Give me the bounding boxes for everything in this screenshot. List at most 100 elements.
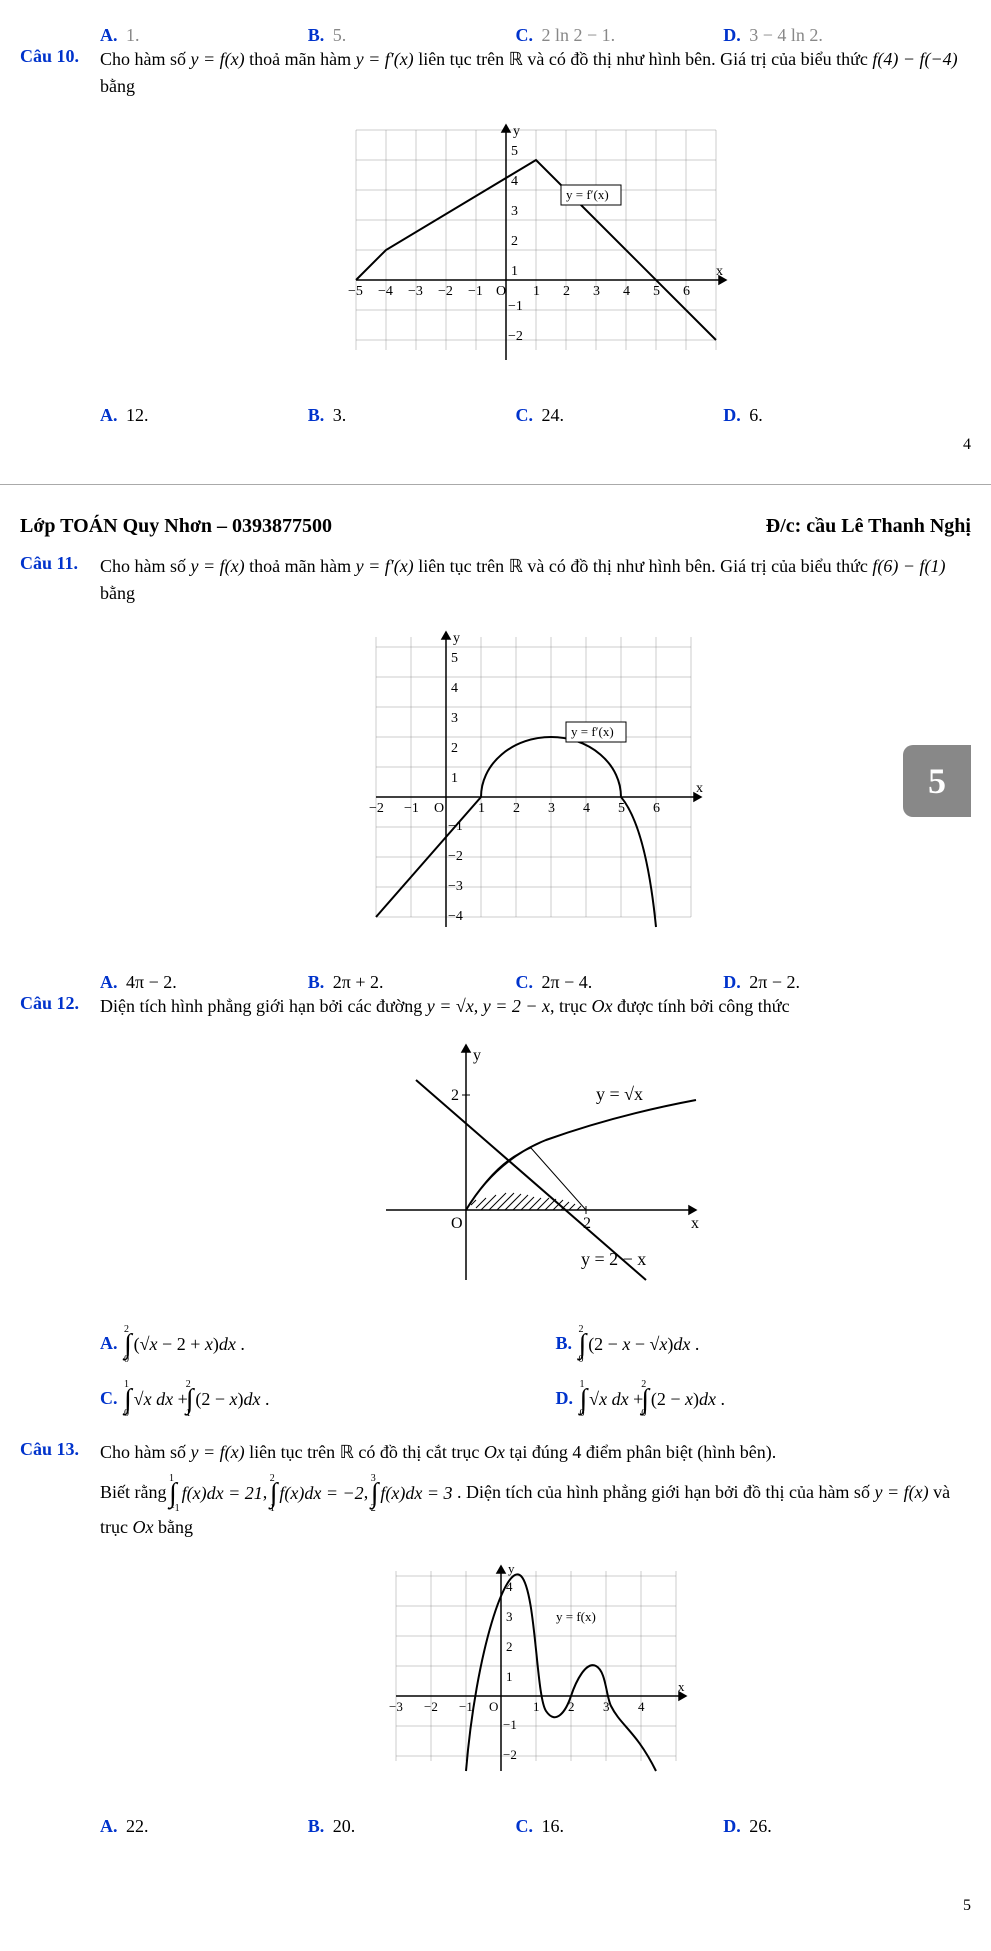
q10-ans-b: B. 3.: [308, 405, 516, 426]
svg-text:−4: −4: [448, 909, 463, 924]
svg-text:O: O: [451, 1215, 463, 1232]
svg-text:2: 2: [451, 1087, 459, 1104]
svg-text:3: 3: [548, 801, 555, 816]
svg-text:1: 1: [451, 771, 458, 786]
prev-answers: A. 1. B. 5. C. 2 ln 2 − 1. D. 3 − 4 ln 2…: [20, 25, 971, 46]
q12-ans-d: D. 1∫0√x dx + 2∫0(2 − x)dx .: [556, 1380, 972, 1420]
svg-text:−2: −2: [503, 1747, 517, 1762]
q12-ans-b: B. 2∫0(2 − x − √x)dx .: [556, 1325, 972, 1365]
svg-text:y: y: [453, 631, 460, 646]
svg-text:−3: −3: [448, 879, 463, 894]
svg-text:4: 4: [511, 174, 518, 189]
svg-text:4: 4: [638, 1699, 645, 1714]
q13-text2: Biết rằng 1∫−1f(x)dx = 21, 2∫1f(x)dx = −…: [100, 1474, 971, 1541]
ans-a: A. 1.: [100, 25, 308, 46]
svg-text:−2: −2: [508, 329, 523, 344]
svg-text:5: 5: [511, 144, 518, 159]
svg-text:3: 3: [511, 204, 518, 219]
svg-text:−1: −1: [503, 1717, 517, 1732]
svg-text:5: 5: [451, 651, 458, 666]
q11-ans-d: D. 2π − 2.: [723, 972, 931, 993]
q10-graph: y x O 5 4 3 2 1 −1 −2 123456 −1−2−3−4−5 …: [100, 110, 971, 375]
question-10: Câu 10. Cho hàm số y = f(x) thoả mãn hàm…: [20, 46, 971, 385]
svg-text:2: 2: [451, 741, 458, 756]
q11-ans-a: A. 4π − 2.: [100, 972, 308, 993]
svg-text:O: O: [489, 1699, 498, 1714]
q13-ans-a: A. 22.: [100, 1816, 308, 1837]
q10-ans-d: D. 6.: [723, 405, 931, 426]
svg-text:−2: −2: [424, 1699, 438, 1714]
svg-text:x: x: [678, 1679, 685, 1694]
svg-text:4: 4: [451, 681, 458, 696]
q12-answers: A. 2∫0(√x − 2 + x)dx . B. 2∫0(2 − x − √x…: [20, 1325, 971, 1419]
svg-text:y = f′(x): y = f′(x): [571, 724, 614, 739]
svg-text:6: 6: [683, 284, 690, 299]
svg-text:x: x: [696, 781, 703, 796]
svg-text:y: y: [513, 124, 520, 139]
q13-text: Cho hàm số y = f(x) liên tục trên ℝ có đ…: [100, 1439, 971, 1466]
svg-text:x: x: [691, 1215, 699, 1232]
page-num-4: 4: [20, 436, 971, 454]
ans-label-a: A.: [100, 25, 122, 45]
q12-ans-a: A. 2∫0(√x − 2 + x)dx .: [100, 1325, 516, 1365]
question-13: Câu 13. Cho hàm số y = f(x) liên tục trê…: [20, 1439, 971, 1796]
q11-ans-c: C. 2π − 4.: [516, 972, 724, 993]
svg-text:y: y: [508, 1561, 515, 1576]
q12-label: Câu 12.: [20, 993, 100, 1014]
q11-label: Câu 11.: [20, 553, 100, 574]
svg-text:2: 2: [568, 1699, 575, 1714]
svg-text:6: 6: [653, 801, 660, 816]
q11-ans-b: B. 2π + 2.: [308, 972, 516, 993]
svg-text:O: O: [434, 801, 444, 816]
q11-graph: y x O 54321 −1−2−3−4 123456 −1−2 y = f′(…: [100, 617, 971, 942]
svg-text:5: 5: [618, 801, 625, 816]
svg-text:y = f(x): y = f(x): [556, 1609, 596, 1624]
q10-label: Câu 10.: [20, 46, 100, 67]
svg-text:1: 1: [533, 1699, 540, 1714]
header-left: Lớp TOÁN Quy Nhơn – 0393877500: [20, 515, 332, 538]
svg-text:O: O: [496, 284, 506, 299]
q13-graph: y x O 4321 −1−2 1234 −1−2−3 y = f(x): [100, 1551, 971, 1786]
side-tab-5: 5: [903, 745, 971, 817]
question-11: Câu 11. Cho hàm số y = f(x) thoả mãn hàm…: [20, 553, 971, 952]
q12-text: Diện tích hình phẳng giới hạn bởi các đư…: [100, 993, 971, 1020]
svg-text:y = 2 − x: y = 2 − x: [581, 1249, 646, 1269]
q10-ans-a: A. 12.: [100, 405, 308, 426]
svg-text:3: 3: [593, 284, 600, 299]
svg-text:2: 2: [511, 234, 518, 249]
ans-label-b: B.: [308, 25, 329, 45]
ans-d: D. 3 − 4 ln 2.: [723, 25, 931, 46]
svg-text:1: 1: [533, 284, 540, 299]
ans-label-d: D.: [723, 25, 745, 45]
svg-text:y = √x: y = √x: [596, 1084, 643, 1104]
svg-text:y = f′(x): y = f′(x): [566, 187, 609, 202]
svg-text:1: 1: [511, 264, 518, 279]
ans-c: C. 2 ln 2 − 1.: [516, 25, 724, 46]
svg-text:y: y: [473, 1047, 481, 1064]
ans-label-c: C.: [516, 25, 538, 45]
svg-text:−1: −1: [448, 819, 463, 834]
svg-text:x: x: [716, 264, 723, 279]
q13-ans-b: B. 20.: [308, 1816, 516, 1837]
svg-text:−1: −1: [404, 801, 419, 816]
question-12: Câu 12. Diện tích hình phẳng giới hạn bở…: [20, 993, 971, 1305]
svg-text:−1: −1: [508, 299, 523, 314]
q12-ans-c: C. 1∫0√x dx + 2∫1(2 − x)dx .: [100, 1380, 516, 1420]
svg-text:−1: −1: [468, 284, 483, 299]
page-num-5: 5: [20, 1897, 971, 1915]
ans-b: B. 5.: [308, 25, 516, 46]
svg-text:2: 2: [513, 801, 520, 816]
q10-ans-c: C. 24.: [516, 405, 724, 426]
q10-text: Cho hàm số y = f(x) thoả mãn hàm y = f′(…: [100, 46, 971, 100]
q13-answers: A. 22. B. 20. C. 16. D. 26.: [20, 1816, 971, 1837]
svg-text:1: 1: [506, 1669, 513, 1684]
svg-text:−2: −2: [438, 284, 453, 299]
svg-text:2: 2: [563, 284, 570, 299]
q10-answers: A. 12. B. 3. C. 24. D. 6.: [20, 405, 971, 426]
q13-label: Câu 13.: [20, 1439, 100, 1460]
q12-graph: y x O 2 2 y = √x y = 2 − x: [100, 1030, 971, 1295]
q11-answers: A. 4π − 2. B. 2π + 2. C. 2π − 4. D. 2π −…: [20, 972, 971, 993]
svg-text:−4: −4: [378, 284, 393, 299]
page-header: Lớp TOÁN Quy Nhơn – 0393877500 Đ/c: cầu …: [20, 515, 971, 538]
svg-text:−1: −1: [459, 1699, 473, 1714]
